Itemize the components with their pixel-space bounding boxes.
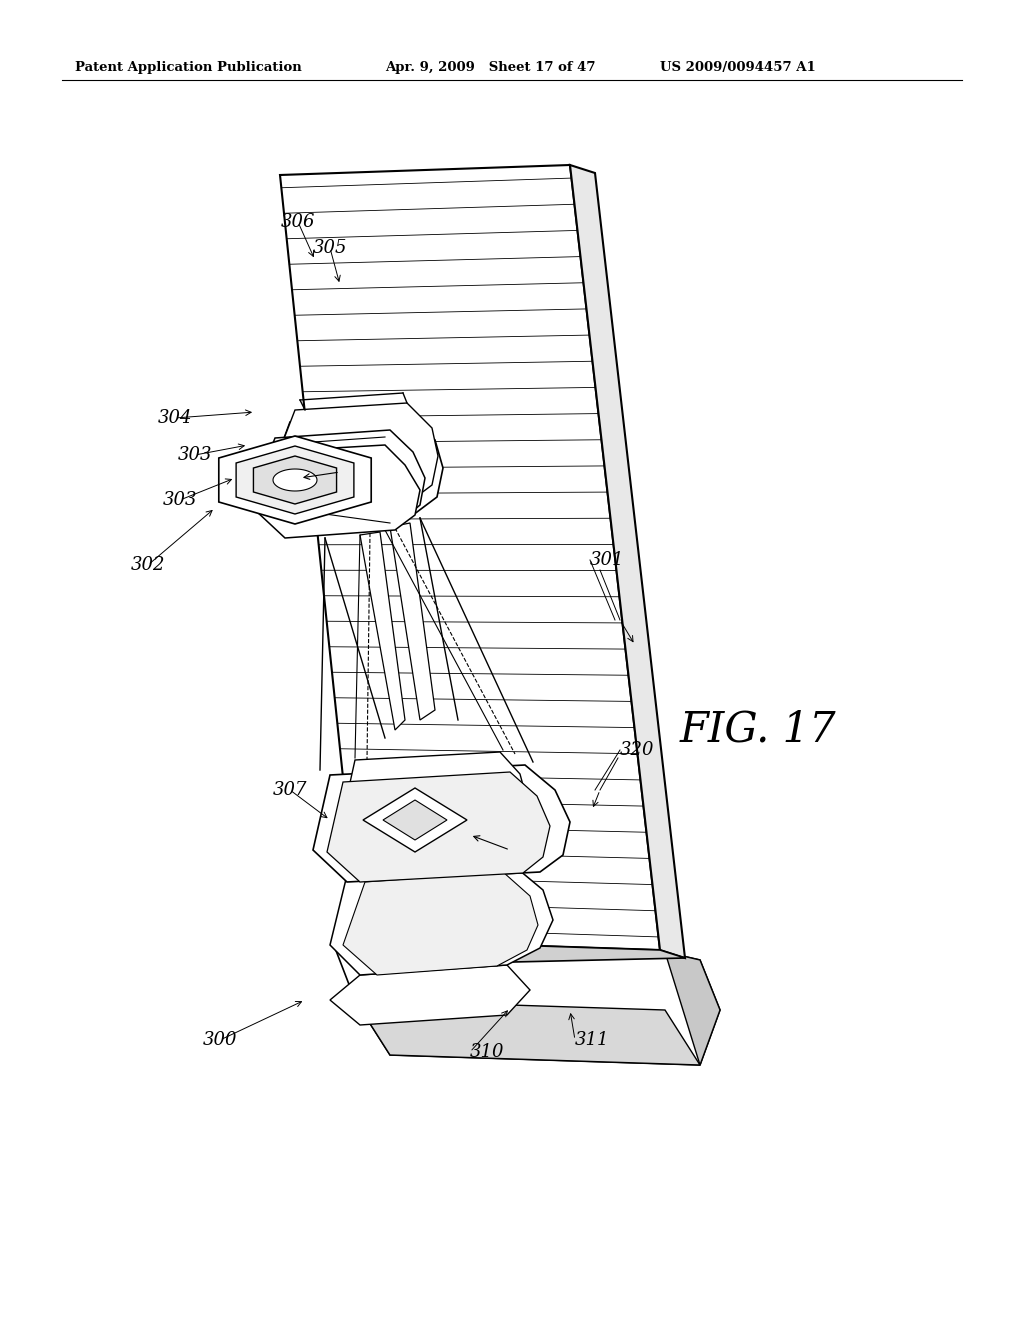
Polygon shape: [330, 965, 530, 1026]
Text: 300: 300: [203, 1031, 238, 1049]
Text: US 2009/0094457 A1: US 2009/0094457 A1: [660, 62, 816, 74]
Polygon shape: [570, 165, 685, 958]
Text: 301: 301: [590, 550, 625, 569]
Polygon shape: [250, 430, 425, 531]
Polygon shape: [237, 446, 354, 513]
Text: 310: 310: [470, 1043, 505, 1061]
Text: 304: 304: [158, 409, 193, 426]
Polygon shape: [355, 1001, 700, 1065]
Polygon shape: [383, 800, 447, 840]
Polygon shape: [335, 945, 720, 1065]
Text: FIG. 17: FIG. 17: [680, 709, 837, 751]
Polygon shape: [267, 403, 438, 510]
Polygon shape: [273, 469, 317, 491]
Polygon shape: [253, 455, 337, 504]
Polygon shape: [255, 445, 420, 539]
Polygon shape: [280, 165, 660, 950]
Text: 311: 311: [575, 1031, 609, 1049]
Polygon shape: [343, 873, 538, 975]
Text: 306: 306: [281, 213, 315, 231]
Polygon shape: [263, 414, 443, 521]
Polygon shape: [313, 766, 570, 882]
Polygon shape: [340, 752, 527, 855]
Polygon shape: [390, 523, 435, 719]
Text: 305: 305: [312, 239, 347, 257]
Polygon shape: [327, 772, 550, 882]
Text: 307: 307: [272, 781, 307, 799]
Text: 303: 303: [178, 446, 212, 465]
Text: 320: 320: [620, 741, 654, 759]
Polygon shape: [362, 788, 467, 851]
Polygon shape: [219, 436, 372, 524]
Text: 303: 303: [163, 491, 198, 510]
Polygon shape: [360, 940, 685, 965]
Text: Apr. 9, 2009   Sheet 17 of 47: Apr. 9, 2009 Sheet 17 of 47: [385, 62, 596, 74]
Polygon shape: [360, 532, 406, 730]
Text: 302: 302: [131, 556, 165, 574]
Polygon shape: [330, 865, 553, 975]
Text: Patent Application Publication: Patent Application Publication: [75, 62, 302, 74]
Polygon shape: [665, 952, 720, 1065]
